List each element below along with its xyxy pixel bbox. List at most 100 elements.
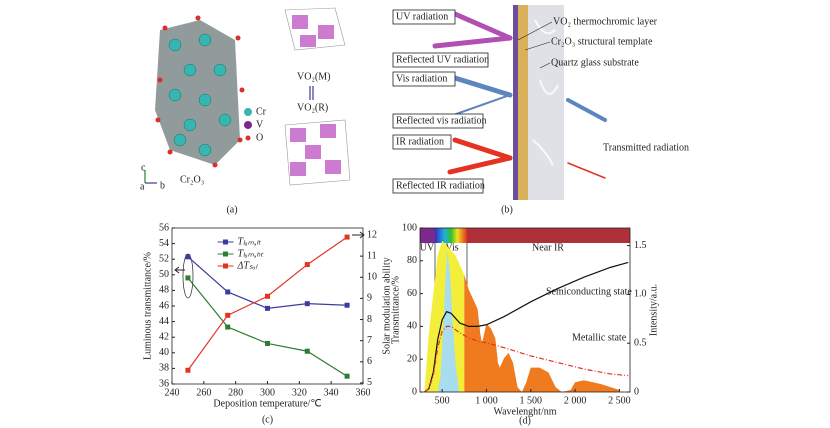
marker (225, 324, 231, 330)
x-tick-label: 240 (165, 387, 180, 398)
x-tick-label: 320 (292, 387, 307, 398)
legend-label: ΔTₛₒₗ (237, 260, 259, 271)
y-tick-label: 42 (159, 331, 169, 342)
annotation: Semiconducting state (546, 286, 632, 297)
x-axis-label: Deposition temperature/℃ (213, 398, 321, 409)
y-tick-label: 46 (159, 300, 169, 311)
panel-label: (a) (226, 204, 237, 215)
y2-tick-label: 6 (367, 356, 372, 367)
y2-tick-label: 0.5 (634, 337, 647, 348)
legend-cr: Cr (256, 106, 267, 117)
y-tick-label: 40 (159, 347, 169, 358)
arrow (174, 266, 185, 274)
y2-tick-label: 7 (367, 335, 372, 346)
y-tick-label: 20 (407, 353, 417, 364)
box-label: Reflected IR radiation (396, 180, 485, 191)
y-tick-label: 80 (407, 255, 417, 266)
panel-b: UV radiation Reflected UV radiation Vis … (392, 5, 689, 215)
y-tick-label: 56 (159, 222, 169, 233)
box-label: Reflected vis radiation (396, 115, 487, 126)
y2-tick-label: 9 (367, 293, 372, 304)
band-label: Near IR (532, 242, 564, 253)
legend-label: Tₗᵤₘ,ₗₜ (238, 236, 263, 247)
y-tick-label: 60 (407, 288, 417, 299)
box-label: UV radiation (396, 11, 448, 22)
caption: (d) (519, 415, 531, 426)
legend-marker (223, 239, 228, 245)
marker (185, 275, 191, 281)
legend-marker (223, 263, 228, 269)
y2-axis-label: Solar modulation ability (381, 257, 392, 354)
y-tick-label: 40 (407, 321, 417, 332)
band-label: UV (420, 242, 435, 253)
box-label: Vis radiation (396, 73, 447, 84)
caption: (c) (262, 414, 273, 425)
marker (344, 373, 350, 379)
legend-o: O (256, 132, 263, 143)
vo2m-label: VO₂(M) (297, 71, 330, 82)
marker (304, 262, 310, 268)
axis-a: a (140, 181, 145, 192)
spectrum-band (420, 228, 630, 243)
x-tick-label: 280 (228, 387, 243, 398)
axis-c: c (141, 162, 146, 173)
marker (185, 367, 191, 373)
marker (344, 302, 350, 308)
y2-tick-label: 1.0 (634, 289, 647, 300)
layer-label: Quartz glass substrate (551, 57, 639, 68)
marker (265, 293, 270, 299)
y2-tick-label: 1.5 (634, 240, 647, 251)
area (464, 274, 620, 392)
y-tick-label: 48 (159, 285, 169, 296)
marker (225, 312, 231, 318)
ellipse (182, 253, 194, 299)
box-label: IR radiation (396, 136, 444, 147)
y-tick-label: 52 (159, 253, 169, 264)
axis-b: b (160, 180, 165, 191)
cr2o3-label: Cr₂O₃ (180, 174, 204, 185)
x-tick-label: 2 500 (608, 395, 631, 406)
line (187, 256, 348, 309)
x-axis-label: Wavelenght/nm (493, 406, 556, 417)
y-tick-label: 0 (412, 386, 417, 397)
y-axis-label: Luminous transmittance/% (142, 252, 153, 360)
y-tick-label: 54 (159, 238, 169, 249)
band-label: Vis (445, 242, 458, 253)
y2-tick-label: 11 (367, 250, 377, 261)
x-tick-label: 300 (260, 387, 275, 398)
y2-tick-label: 8 (367, 314, 372, 325)
y2-tick-label: 0 (634, 386, 639, 397)
y-tick-label: 50 (159, 269, 169, 280)
x-tick-label: 1 000 (475, 395, 498, 406)
y-tick-label: 44 (159, 316, 169, 327)
area (437, 250, 459, 392)
legend-marker (223, 251, 228, 257)
x-tick-label: 1 500 (520, 395, 543, 406)
layer-label: VO₂ thermochromic layer (553, 16, 658, 27)
x-tick-label: 2 000 (564, 395, 587, 406)
x-tick-label: 260 (196, 387, 211, 398)
marker (185, 254, 191, 260)
y-tick-label: 38 (159, 363, 169, 374)
line (424, 325, 629, 393)
legend-v: V (256, 119, 264, 130)
vo2r-label: VO₂(R) (297, 102, 328, 113)
plot-frame (419, 227, 631, 393)
marker (225, 289, 231, 295)
y-tick-label: 36 (159, 378, 169, 389)
y-tick-label: 100 (402, 222, 417, 233)
y2-tick-label: 10 (367, 272, 377, 283)
y-axis-label: Transmittance/% (390, 276, 401, 344)
legend-label: Tₗᵤₘ,ₕₜ (238, 248, 265, 259)
x-tick-label: 500 (435, 395, 450, 406)
box-label: Transmitted radiation (603, 142, 689, 153)
annotation: Metallic state (572, 332, 627, 343)
y2-tick-label: 12 (367, 229, 377, 240)
layer-label: Cr₂O₃ structural template (551, 36, 653, 47)
y2-axis-label: Intensity/a.u. (648, 284, 659, 336)
line (424, 261, 629, 393)
marker (265, 305, 270, 311)
line (187, 236, 348, 371)
marker (265, 340, 270, 346)
